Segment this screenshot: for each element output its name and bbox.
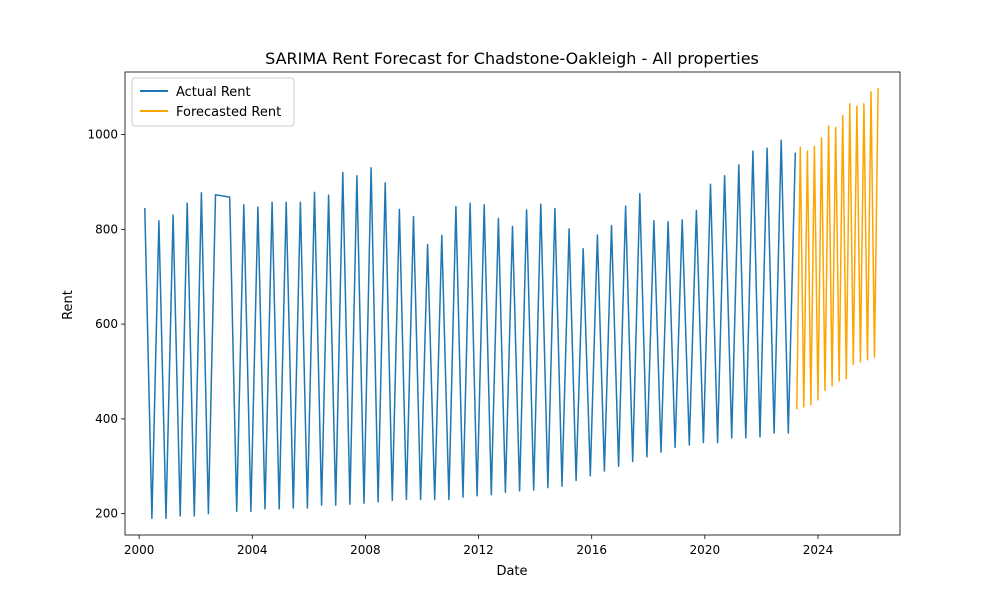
- y-tick-label: 400: [95, 412, 118, 426]
- y-tick-label: 600: [95, 317, 118, 331]
- y-axis: 200 400 600 800 1000: [87, 128, 125, 521]
- legend-label-forecasted-rent: Forecasted Rent: [176, 105, 281, 120]
- x-tick-label: 2020: [690, 543, 721, 557]
- legend: Actual Rent Forecasted Rent: [131, 77, 295, 127]
- series-line-actual-rent: [144, 139, 797, 520]
- x-tick-label: 2024: [803, 543, 834, 557]
- legend-label-actual-rent: Actual Rent: [176, 85, 251, 100]
- x-axis: 2000 2004 2008 2012 2016 2020 2024: [124, 535, 833, 557]
- x-tick-label: 2004: [237, 543, 268, 557]
- series-line-forecasted-rent: [796, 88, 879, 410]
- plot-area: [124, 71, 901, 536]
- y-axis-label: Rent: [61, 290, 76, 320]
- x-tick-label: 2016: [576, 543, 607, 557]
- x-tick-label: 2000: [124, 543, 155, 557]
- y-tick-label: 1000: [87, 128, 118, 142]
- x-axis-label: Date: [496, 564, 527, 579]
- x-tick-label: 2012: [463, 543, 494, 557]
- y-tick-label: 200: [95, 507, 118, 521]
- axes-frame: [124, 71, 901, 536]
- legend-box: [131, 77, 295, 127]
- y-tick-label: 800: [95, 222, 118, 236]
- x-tick-label: 2008: [350, 543, 381, 557]
- chart-title: SARIMA Rent Forecast for Chadstone-Oakle…: [265, 49, 759, 68]
